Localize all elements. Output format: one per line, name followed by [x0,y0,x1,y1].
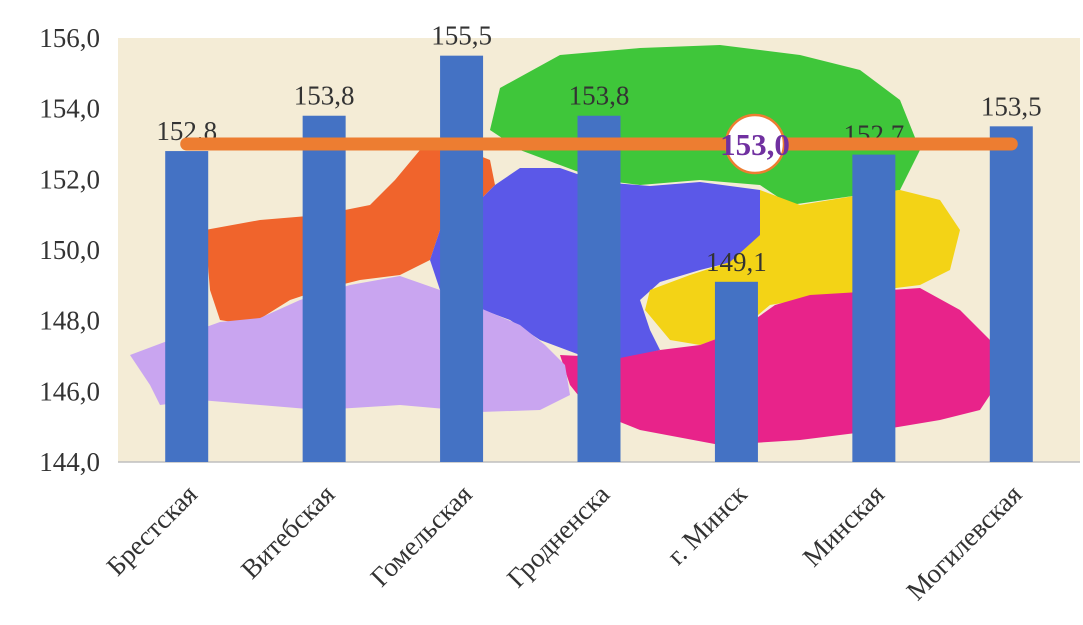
y-tick-label: 146,0 [39,376,100,406]
reference-label-circle [724,113,786,175]
y-tick-label: 148,0 [39,306,100,336]
bars [165,55,1033,463]
map-region-orange [205,148,495,325]
bar [165,151,209,463]
category-label: Витебская [235,479,340,584]
category-label: Брестская [101,479,203,581]
y-tick-label: 144,0 [39,447,100,477]
data-label: 153,5 [981,91,1042,121]
bar [302,115,346,462]
reference-line-group: 153,0 [180,113,1018,175]
reference-line-label: 153,0 [720,127,790,162]
data-label: 153,8 [569,81,630,111]
data-label: 153,8 [294,81,355,111]
category-label: Могилевская [901,479,1028,606]
y-tick-label: 152,0 [39,164,100,194]
y-tick-label: 150,0 [39,235,100,265]
category-labels: Брестская Витебская Гомельская Гродненска г.… [101,478,1028,606]
category-label: Гомельская [365,479,478,592]
data-label: 149,1 [706,247,767,277]
bar [989,126,1033,462]
category-label: г. Минск [661,478,753,570]
bar [852,154,896,462]
y-tick-label: 156,0 [39,23,100,53]
y-axis-ticks: 144,0 146,0 148,0 150,0 152,0 154,0 156,0 [39,23,100,477]
data-label: 155,5 [431,21,492,51]
bar [577,115,621,462]
category-label: Минская [797,479,890,572]
bar [714,281,758,462]
category-label: Гродненска [501,479,615,593]
bar [440,55,484,463]
y-tick-label: 154,0 [39,94,100,124]
